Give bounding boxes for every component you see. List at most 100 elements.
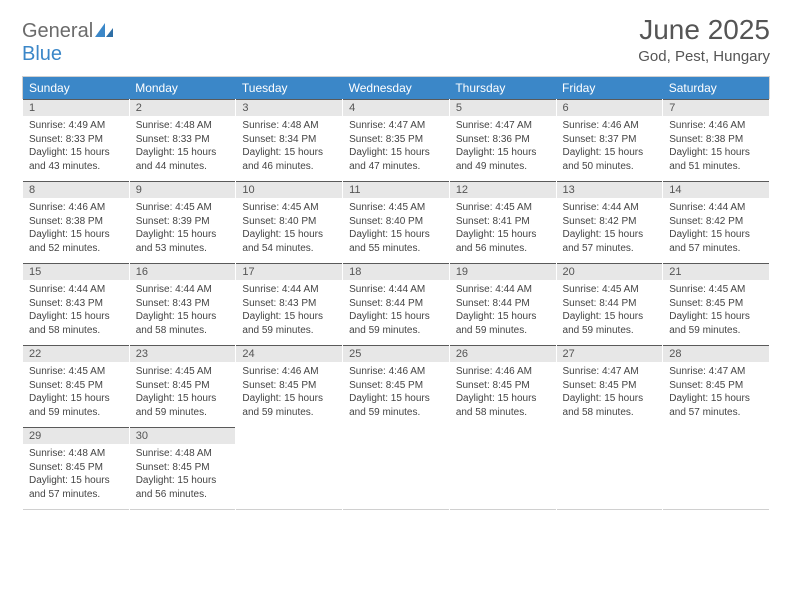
day-content: Sunrise: 4:47 AMSunset: 8:35 PMDaylight:… [343, 116, 449, 181]
day-number: 14 [663, 181, 769, 198]
calendar-cell: 8Sunrise: 4:46 AMSunset: 8:38 PMDaylight… [23, 181, 130, 263]
sunrise-text: Sunrise: 4:45 AM [669, 283, 763, 297]
title-block: June 2025 God, Pest, Hungary [638, 14, 770, 65]
sunrise-text: Sunrise: 4:46 AM [669, 119, 763, 133]
dayname-monday: Monday [129, 77, 236, 100]
daylight-text: Daylight: 15 hours and 47 minutes. [349, 146, 443, 173]
sunset-text: Sunset: 8:42 PM [563, 215, 657, 229]
day-content: Sunrise: 4:47 AMSunset: 8:45 PMDaylight:… [557, 362, 663, 427]
day-number: 22 [23, 345, 129, 362]
daylight-text: Daylight: 15 hours and 59 minutes. [456, 310, 550, 337]
day-number: 1 [23, 99, 129, 116]
day-number: 11 [343, 181, 449, 198]
sunset-text: Sunset: 8:39 PM [136, 215, 230, 229]
sunrise-text: Sunrise: 4:47 AM [669, 365, 763, 379]
calendar-row: 22Sunrise: 4:45 AMSunset: 8:45 PMDayligh… [23, 345, 770, 427]
calendar-cell: 15Sunrise: 4:44 AMSunset: 8:43 PMDayligh… [23, 263, 130, 345]
sunset-text: Sunset: 8:37 PM [563, 133, 657, 147]
calendar-cell: 3Sunrise: 4:48 AMSunset: 8:34 PMDaylight… [236, 99, 343, 181]
day-number: 24 [236, 345, 342, 362]
calendar-cell: 12Sunrise: 4:45 AMSunset: 8:41 PMDayligh… [449, 181, 556, 263]
day-content: Sunrise: 4:44 AMSunset: 8:42 PMDaylight:… [557, 198, 663, 263]
sunset-text: Sunset: 8:33 PM [136, 133, 230, 147]
sunset-text: Sunset: 8:45 PM [29, 379, 123, 393]
calendar-cell: 20Sunrise: 4:45 AMSunset: 8:44 PMDayligh… [556, 263, 663, 345]
daylight-text: Daylight: 15 hours and 58 minutes. [136, 310, 230, 337]
day-content: Sunrise: 4:44 AMSunset: 8:42 PMDaylight:… [663, 198, 769, 263]
daylight-text: Daylight: 15 hours and 56 minutes. [456, 228, 550, 255]
sunrise-text: Sunrise: 4:45 AM [136, 201, 230, 215]
sunrise-text: Sunrise: 4:45 AM [456, 201, 550, 215]
logo-sail-icon [95, 20, 113, 42]
daylight-text: Daylight: 15 hours and 58 minutes. [29, 310, 123, 337]
day-number: 7 [663, 99, 769, 116]
sunrise-text: Sunrise: 4:48 AM [29, 447, 123, 461]
daylight-text: Daylight: 15 hours and 57 minutes. [669, 228, 763, 255]
location-subtitle: God, Pest, Hungary [638, 48, 770, 65]
daylight-text: Daylight: 15 hours and 59 minutes. [563, 310, 657, 337]
calendar-cell: 7Sunrise: 4:46 AMSunset: 8:38 PMDaylight… [663, 99, 770, 181]
sunset-text: Sunset: 8:45 PM [136, 461, 230, 475]
calendar-cell [449, 427, 556, 510]
daylight-text: Daylight: 15 hours and 54 minutes. [242, 228, 336, 255]
sunrise-text: Sunrise: 4:45 AM [29, 365, 123, 379]
day-content: Sunrise: 4:45 AMSunset: 8:39 PMDaylight:… [130, 198, 236, 263]
day-content: Sunrise: 4:46 AMSunset: 8:38 PMDaylight:… [663, 116, 769, 181]
sunrise-text: Sunrise: 4:47 AM [563, 365, 657, 379]
calendar-cell: 18Sunrise: 4:44 AMSunset: 8:44 PMDayligh… [343, 263, 450, 345]
sunset-text: Sunset: 8:36 PM [456, 133, 550, 147]
calendar-cell: 28Sunrise: 4:47 AMSunset: 8:45 PMDayligh… [663, 345, 770, 427]
sunrise-text: Sunrise: 4:44 AM [136, 283, 230, 297]
day-content: Sunrise: 4:46 AMSunset: 8:45 PMDaylight:… [236, 362, 342, 427]
sunset-text: Sunset: 8:33 PM [29, 133, 123, 147]
calendar-cell: 17Sunrise: 4:44 AMSunset: 8:43 PMDayligh… [236, 263, 343, 345]
daylight-text: Daylight: 15 hours and 43 minutes. [29, 146, 123, 173]
daylight-text: Daylight: 15 hours and 58 minutes. [456, 392, 550, 419]
day-content: Sunrise: 4:45 AMSunset: 8:44 PMDaylight:… [557, 280, 663, 345]
calendar-cell: 25Sunrise: 4:46 AMSunset: 8:45 PMDayligh… [343, 345, 450, 427]
day-content: Sunrise: 4:49 AMSunset: 8:33 PMDaylight:… [23, 116, 129, 181]
calendar-cell [556, 427, 663, 510]
daylight-text: Daylight: 15 hours and 59 minutes. [29, 392, 123, 419]
sunset-text: Sunset: 8:44 PM [456, 297, 550, 311]
calendar-cell: 11Sunrise: 4:45 AMSunset: 8:40 PMDayligh… [343, 181, 450, 263]
day-number: 4 [343, 99, 449, 116]
calendar-cell: 10Sunrise: 4:45 AMSunset: 8:40 PMDayligh… [236, 181, 343, 263]
daylight-text: Daylight: 15 hours and 56 minutes. [136, 474, 230, 501]
calendar-cell: 19Sunrise: 4:44 AMSunset: 8:44 PMDayligh… [449, 263, 556, 345]
day-content: Sunrise: 4:46 AMSunset: 8:45 PMDaylight:… [343, 362, 449, 427]
sunset-text: Sunset: 8:45 PM [29, 461, 123, 475]
day-number: 10 [236, 181, 342, 198]
sunset-text: Sunset: 8:43 PM [29, 297, 123, 311]
day-number: 25 [343, 345, 449, 362]
logo-text-general: General [22, 20, 93, 42]
day-number: 21 [663, 263, 769, 280]
header: General Blue June 2025 God, Pest, Hungar… [22, 14, 770, 66]
day-number: 28 [663, 345, 769, 362]
sunrise-text: Sunrise: 4:46 AM [456, 365, 550, 379]
dayname-wednesday: Wednesday [343, 77, 450, 100]
day-content: Sunrise: 4:45 AMSunset: 8:45 PMDaylight:… [130, 362, 236, 427]
day-content: Sunrise: 4:44 AMSunset: 8:44 PMDaylight:… [450, 280, 556, 345]
sunrise-text: Sunrise: 4:48 AM [242, 119, 336, 133]
day-content: Sunrise: 4:46 AMSunset: 8:37 PMDaylight:… [557, 116, 663, 181]
day-number: 2 [130, 99, 236, 116]
daylight-text: Daylight: 15 hours and 59 minutes. [349, 310, 443, 337]
day-content: Sunrise: 4:46 AMSunset: 8:38 PMDaylight:… [23, 198, 129, 263]
calendar-cell: 5Sunrise: 4:47 AMSunset: 8:36 PMDaylight… [449, 99, 556, 181]
day-content: Sunrise: 4:48 AMSunset: 8:33 PMDaylight:… [130, 116, 236, 181]
logo: General Blue [22, 20, 113, 66]
sunrise-text: Sunrise: 4:44 AM [456, 283, 550, 297]
sunrise-text: Sunrise: 4:46 AM [349, 365, 443, 379]
sunrise-text: Sunrise: 4:45 AM [136, 365, 230, 379]
calendar-table: Sunday Monday Tuesday Wednesday Thursday… [22, 76, 770, 510]
day-content: Sunrise: 4:45 AMSunset: 8:41 PMDaylight:… [450, 198, 556, 263]
daylight-text: Daylight: 15 hours and 55 minutes. [349, 228, 443, 255]
day-content: Sunrise: 4:46 AMSunset: 8:45 PMDaylight:… [450, 362, 556, 427]
calendar-row: 15Sunrise: 4:44 AMSunset: 8:43 PMDayligh… [23, 263, 770, 345]
sunset-text: Sunset: 8:43 PM [136, 297, 230, 311]
calendar-cell: 2Sunrise: 4:48 AMSunset: 8:33 PMDaylight… [129, 99, 236, 181]
sunrise-text: Sunrise: 4:44 AM [669, 201, 763, 215]
day-content: Sunrise: 4:45 AMSunset: 8:45 PMDaylight:… [663, 280, 769, 345]
day-content: Sunrise: 4:44 AMSunset: 8:43 PMDaylight:… [130, 280, 236, 345]
